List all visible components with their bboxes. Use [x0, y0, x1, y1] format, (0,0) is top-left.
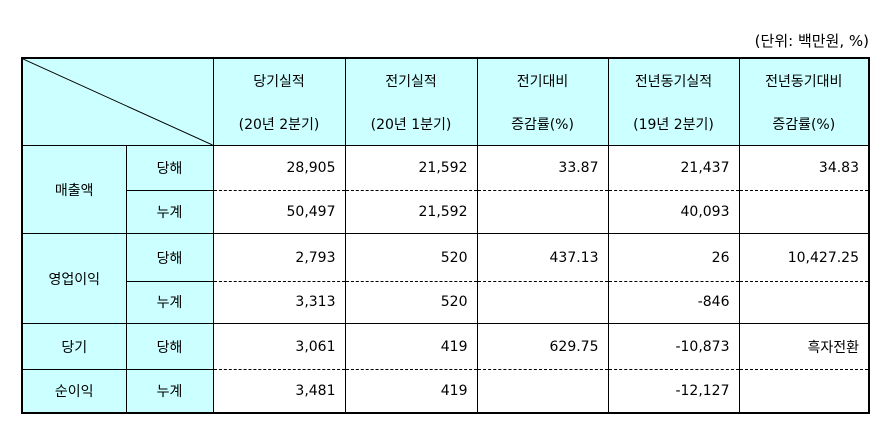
table-row: 매출액 당해 28,905 21,592 33.87 21,437 34.83: [21, 144, 869, 235]
col-header-prev-quarter: 전기실적: [344, 58, 477, 103]
cell-value: [738, 190, 869, 235]
row-type-label: 누계: [125, 280, 214, 324]
cell-value: 520: [344, 281, 477, 324]
col-subheader-current: (20년 2분기): [212, 102, 345, 146]
cell-value: 26: [607, 233, 739, 282]
cell-value: [738, 281, 869, 324]
table-row: 당기 당해 3,061 419 629.75 -10,873 흑자전환: [21, 322, 869, 371]
table-row: 순이익 누계 3,481 419 -12,127: [21, 369, 869, 414]
row-type-label: 당해: [125, 233, 214, 282]
col-subheader-yoy-rate: 증감률(%): [738, 102, 869, 146]
col-header-qoq-rate: 전기대비: [476, 58, 608, 103]
cell-value: 437.13: [476, 233, 608, 282]
cell-value: -846: [607, 281, 739, 324]
col-subheader-prev-quarter: (20년 1분기): [344, 102, 477, 146]
cell-value: 3,313: [212, 281, 345, 324]
row-group-revenue: 매출액: [21, 144, 127, 235]
cell-value: 34.83: [738, 145, 869, 192]
header-row-1: 당기실적 전기실적 전기대비 전년동기실적 전년동기대비: [21, 57, 869, 146]
cell-value: 419: [344, 369, 477, 413]
cell-value: [476, 190, 608, 235]
cell-value: -12,127: [607, 369, 739, 413]
col-subheader-qoq-rate: 증감률(%): [476, 102, 608, 146]
cell-value: 21,437: [607, 145, 739, 192]
cell-value: 50,497: [212, 190, 345, 235]
table-row: 누계 3,313 520 -846: [22, 280, 869, 324]
header-row-2: (20년 2분기) (20년 1분기) 증감률(%) (19년 2분기) 증감률…: [22, 102, 869, 146]
cell-value: 629.75: [476, 323, 608, 371]
table-row: 영업이익 당해 2,793 520 437.13 26 10,427.25: [21, 233, 869, 324]
cell-value: 21,592: [344, 145, 477, 192]
cell-value: 419: [344, 323, 477, 371]
cell-value: [476, 281, 608, 324]
unit-note: (단위: 백만원, %): [754, 32, 869, 50]
corner-diagonal-cell: [21, 57, 214, 146]
col-header-yoy-rate: 전년동기대비: [738, 58, 869, 103]
row-group-net-income-line1: 당기: [21, 322, 127, 371]
row-group-net-income-line2: 순이익: [21, 369, 127, 414]
cell-value: [738, 369, 869, 413]
financial-table: 당기실적 전기실적 전기대비 전년동기실적 전년동기대비 (20년 2분기) (…: [21, 57, 870, 414]
row-type-label: 당해: [125, 322, 214, 371]
cell-value: 40,093: [607, 190, 739, 235]
cell-value: 3,481: [212, 369, 345, 413]
col-header-current: 당기실적: [212, 58, 345, 103]
cell-value: [476, 369, 608, 413]
col-subheader-prev-year: (19년 2분기): [607, 102, 739, 146]
table-row: 누계 50,497 21,592 40,093: [22, 190, 869, 235]
row-type-label: 누계: [125, 369, 214, 414]
row-group-operating-income: 영업이익: [21, 233, 127, 324]
cell-value: -10,873: [607, 323, 739, 371]
cell-value: 520: [344, 233, 477, 282]
col-header-prev-year: 전년동기실적: [607, 58, 739, 103]
diagonal-line: [23, 59, 213, 145]
row-type-label: 당해: [125, 144, 214, 192]
cell-value: 28,905: [212, 145, 345, 192]
cell-value: 2,793: [212, 233, 345, 282]
row-type-label: 누계: [125, 190, 214, 235]
cell-value: 10,427.25: [738, 233, 869, 282]
cell-value: 33.87: [476, 145, 608, 192]
cell-value: 3,061: [212, 323, 345, 371]
cell-value: 흑자전환: [738, 323, 869, 371]
cell-value: 21,592: [344, 190, 477, 235]
